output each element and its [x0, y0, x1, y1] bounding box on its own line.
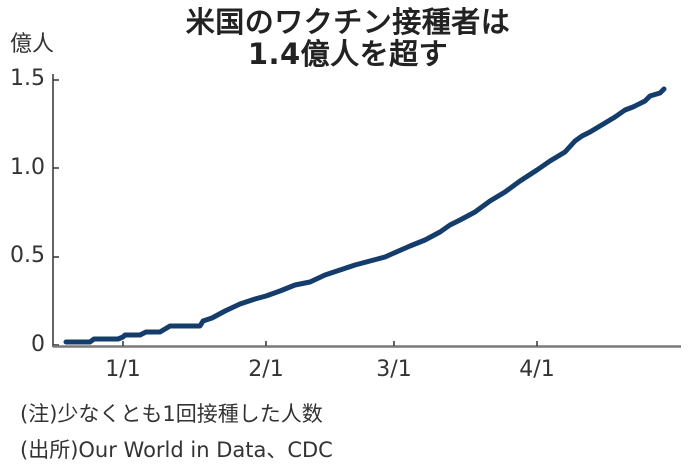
- chart-title-line2: 1.4億人を超す: [247, 37, 449, 71]
- x-tick-label-feb: 2/1: [248, 357, 284, 382]
- y-tick-label-1.5: 1.5: [10, 66, 45, 91]
- y-tick-label-1.0: 1.0: [10, 155, 45, 180]
- y-tick-label-0.5: 0.5: [10, 243, 45, 268]
- chart-title-line1: 米国のワクチン接種者は: [185, 5, 511, 39]
- x-tick-label-mar: 3/1: [376, 357, 412, 382]
- y-tick-label-0: 0: [31, 332, 45, 357]
- x-tick-label-apr: 4/1: [519, 357, 555, 382]
- x-tick-label-jan: 1/1: [105, 357, 141, 382]
- chart-title: 米国のワクチン接種者は 1.4億人を超す: [0, 6, 696, 70]
- y-axis-unit-label: 億人: [10, 32, 55, 57]
- vaccination-line: [63, 86, 667, 345]
- footnote: (注)少なくとも1回接種した人数: [20, 402, 323, 426]
- source-note: (出所)Our World in Data、CDC: [20, 438, 333, 462]
